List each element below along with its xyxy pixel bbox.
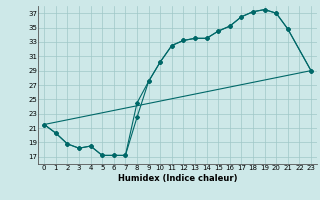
- X-axis label: Humidex (Indice chaleur): Humidex (Indice chaleur): [118, 174, 237, 183]
